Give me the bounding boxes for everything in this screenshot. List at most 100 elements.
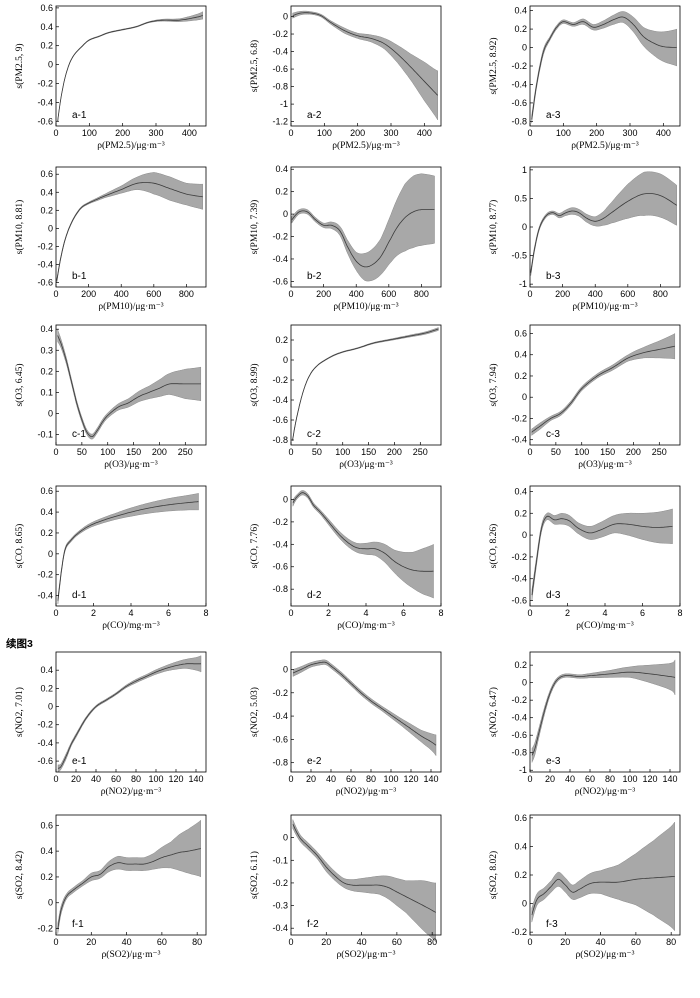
y-tick-label: 0.2 [275,335,288,345]
x-tick-label: 300 [148,128,163,138]
x-tick-label: 140 [662,774,677,784]
x-tick-label: 140 [188,774,203,784]
y-tick-label: 0 [522,678,527,688]
confidence-band [57,492,199,604]
x-tick-label: 200 [152,447,167,457]
y-axis-label: s(SO2, 8.02) [488,851,499,899]
panel-label: b-1 [72,271,87,282]
smooth-curve [531,515,673,596]
plot-frame [290,166,442,288]
x-axis-label: ρ(SO2)/μg·m⁻³ [576,949,635,960]
y-tick-label: 0.5 [514,193,527,203]
y-tick-label: 0 [522,530,527,540]
confidence-band [57,655,202,773]
panel-f-2: 0 20 40 60 80 -0.4 -0.3 -0.2 -0.1 0 f-2 ρ(SO2)/μg·m… [249,814,442,960]
x-tick-label: 0 [288,289,293,299]
y-tick-label: -0.4 [272,539,288,549]
x-tick-label: 20 [321,937,331,947]
confidence-band [531,333,676,436]
y-axis-label: s(O3, 7.94) [488,363,499,406]
x-tick-label: 120 [642,774,657,784]
y-tick-label: 0 [48,223,53,233]
x-tick-label: 20 [560,937,570,947]
confidence-band [531,508,673,601]
x-tick-label: 80 [366,774,376,784]
x-tick-label: 60 [111,774,121,784]
x-axis-label: ρ(NO2)/μg·m⁻³ [575,786,636,797]
smooth-curve [530,193,677,273]
confidence-band [531,658,676,763]
panel-f-1: 0 20 40 60 80-0.200.20.40.6f-1ρ(SO2)/μg·m⁻³s… [14,814,207,960]
x-tick-label: 200 [81,289,96,299]
x-tick-label: 400 [114,289,129,299]
confidence-band [292,10,438,121]
y-tick-label: 0.3 [40,345,53,355]
y-axis-label: s(PM10, 8.77) [488,200,499,255]
smooth-curve [531,16,677,120]
plot-frame [55,324,207,446]
y-tick-label: -0.8 [272,758,288,768]
y-tick-label: 0.6 [40,3,53,13]
y-tick-label: -1 [519,279,527,289]
x-tick-label: 100 [335,447,350,457]
y-axis-label: s(SO2, 8.42) [14,851,25,899]
x-tick-label: 6 [640,608,645,618]
x-axis-label: ρ(PM2.5)/μg·m⁻³ [571,140,639,151]
x-tick-label: 200 [626,447,641,457]
y-tick-label: -0.5 [511,251,527,261]
y-tick-label: 0.4 [40,665,53,675]
x-tick-label: 400 [417,128,432,138]
y-tick-label: -0.4 [272,711,288,721]
y-axis-label: s(NO2, 6.47) [488,687,499,737]
smooth-curve [292,328,439,441]
x-axis-label: ρ(NO2)/μg·m⁻³ [336,786,397,797]
x-axis-label: ρ(O3)/μg·m⁻³ [578,459,632,470]
y-tick-label: -0.6 [272,276,288,286]
y-tick-label: 0.4 [40,846,53,856]
y-tick-label: 0.4 [40,187,53,197]
y-tick-label: 0.6 [514,328,527,338]
y-tick-label: 0.2 [275,187,288,197]
x-tick-label: 400 [349,289,364,299]
x-axis-label: ρ(PM10)/μg·m⁻³ [98,301,163,312]
x-axis-label: ρ(SO2)/μg·m⁻³ [337,949,396,960]
y-tick-label: 0 [48,408,53,418]
panel-d-2: 0 2 4 6 8 -0.8 -0.6 -0.4 -0.2 0 d-2 ρ(CO)/mg·m⁻³ s(C… [249,485,444,631]
panel-a-3: 0 100 200 300 400 -0.8 -0.6 -0.4 -0.2 0 0.2 0.4 a-3 ρ… [488,5,681,151]
y-axis-label: s(PM10, 8.81) [14,200,25,255]
y-tick-label: -0.4 [37,97,53,107]
x-tick-label: 100 [317,128,332,138]
x-tick-label: 200 [387,447,402,457]
y-tick-label: -0.4 [37,738,53,748]
y-tick-label: -0.2 [272,517,288,527]
smooth-curve [292,492,434,572]
y-tick-label: -0.6 [272,64,288,74]
y-tick-label: -0.2 [272,375,288,385]
plot-frame [529,324,681,446]
x-tick-label: 4 [128,608,133,618]
smooth-curve [56,182,203,281]
x-tick-label: 0 [53,128,58,138]
panel-a-1: 0 100 200 300 400 -0.6 -0.4 -0.2 0 0.2 0.4 0.6 a-1 ρ(… [14,3,207,151]
y-tick-label: 0.4 [514,6,527,16]
panel-b-1: 0 200 400 600 800 -0.6 -0.4 -0.2 0 0.2 0.4 0.6 b-1 ρ(… [14,166,207,312]
x-tick-label: 0 [527,608,532,618]
x-tick-label: 20 [306,774,316,784]
x-tick-label: 600 [146,289,161,299]
x-tick-label: 200 [555,289,570,299]
plot-frame [290,5,442,127]
y-tick-label: -0.4 [272,923,288,933]
panel-label: e-3 [546,756,561,767]
panel-label: f-1 [72,919,84,930]
x-tick-label: 300 [622,128,637,138]
panel-label: b-3 [546,271,561,282]
x-axis-label: ρ(PM2.5)/μg·m⁻³ [332,140,400,151]
y-tick-label: 0.1 [40,387,53,397]
smooth-curve [57,335,201,438]
y-tick-label: -0.1 [37,429,53,439]
x-tick-label: 120 [403,774,418,784]
plot-frame [55,651,207,773]
x-axis-label: ρ(NO2)/μg·m⁻³ [101,786,162,797]
y-tick-label: 0.2 [40,205,53,215]
x-axis-label: ρ(CO)/mg·m⁻³ [337,620,395,631]
